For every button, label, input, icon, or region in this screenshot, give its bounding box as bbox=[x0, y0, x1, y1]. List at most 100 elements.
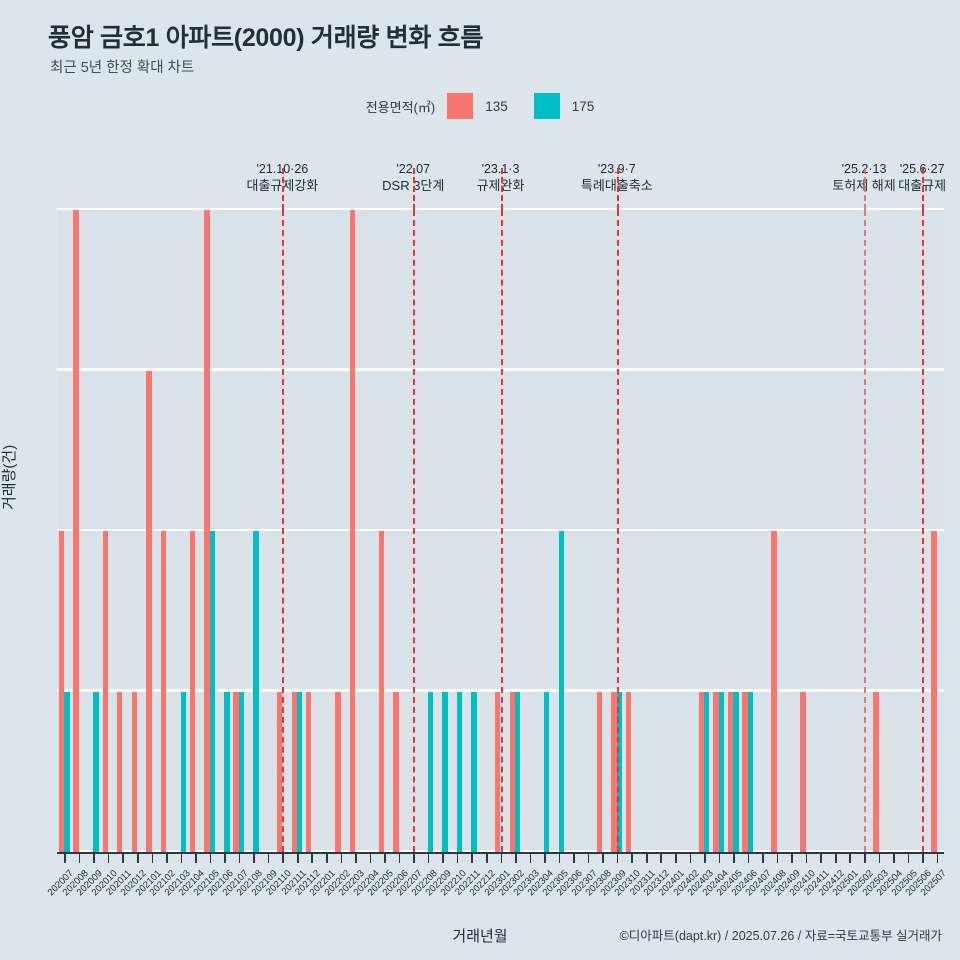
bar bbox=[713, 691, 719, 852]
bar bbox=[733, 691, 739, 852]
x-tick-mark bbox=[834, 854, 837, 863]
x-tick-mark bbox=[64, 854, 66, 863]
x-tick-mark bbox=[791, 854, 793, 863]
x-tick-mark bbox=[398, 854, 401, 863]
bar bbox=[471, 691, 477, 852]
x-tick-mark bbox=[762, 854, 764, 863]
x-tick-mark bbox=[485, 854, 488, 863]
bar bbox=[102, 531, 108, 852]
x-tick-mark bbox=[355, 854, 357, 863]
x-tick-mark bbox=[893, 854, 895, 863]
bar bbox=[189, 531, 196, 852]
annotation-text: 특례대출축소 bbox=[580, 177, 653, 193]
x-tick-mark bbox=[733, 854, 735, 863]
annotation-date: '25.6·27 bbox=[899, 162, 945, 176]
bar bbox=[742, 691, 748, 852]
annotation-line-extension bbox=[282, 168, 285, 210]
page-subtitle: 최근 5년 한정 확대 차트 bbox=[50, 60, 195, 76]
page-title: 풍암 금호1 아파트(2000) 거래량 변화 흐름 bbox=[48, 24, 484, 52]
bar bbox=[800, 691, 806, 852]
annotation-line-extension bbox=[922, 168, 925, 210]
bar bbox=[442, 691, 448, 852]
legend-title: 전용면적(㎡) bbox=[365, 99, 436, 115]
x-tick-mark bbox=[296, 854, 299, 863]
bar bbox=[209, 531, 216, 852]
x-tick-mark bbox=[340, 854, 343, 863]
x-tick-mark bbox=[820, 854, 822, 863]
x-tick-mark bbox=[195, 854, 197, 863]
x-tick-mark bbox=[907, 854, 910, 863]
x-tick-mark bbox=[442, 854, 444, 863]
bar bbox=[238, 691, 245, 852]
bar bbox=[544, 691, 550, 852]
x-tick-mark bbox=[384, 854, 386, 863]
x-axis-line bbox=[57, 852, 944, 854]
bar bbox=[253, 531, 259, 852]
annotation-line bbox=[616, 210, 619, 852]
bar bbox=[747, 691, 754, 852]
bar bbox=[224, 691, 230, 852]
x-tick-mark bbox=[936, 854, 939, 863]
annotation-date: '21.10·26 bbox=[256, 162, 309, 176]
annotation-text: 대출규제 bbox=[898, 177, 947, 193]
bar bbox=[296, 691, 303, 852]
bar bbox=[131, 691, 137, 852]
bar bbox=[704, 691, 710, 852]
x-tick-mark bbox=[209, 854, 212, 863]
bar bbox=[771, 531, 777, 852]
bar bbox=[117, 691, 123, 852]
bar bbox=[73, 210, 79, 852]
x-tick-mark bbox=[369, 854, 372, 863]
bar bbox=[625, 691, 632, 852]
plot-area bbox=[57, 207, 944, 852]
x-tick-mark bbox=[544, 854, 546, 863]
x-tick-mark bbox=[718, 854, 721, 863]
annotation-label: '25.6·27 대출규제 bbox=[852, 162, 960, 195]
x-tick-mark bbox=[922, 854, 924, 863]
bar bbox=[180, 691, 186, 852]
x-tick-mark bbox=[849, 854, 852, 863]
bar bbox=[291, 691, 297, 852]
x-tick-mark bbox=[456, 854, 459, 863]
x-tick-mark bbox=[107, 854, 110, 863]
x-tick-mark bbox=[326, 854, 328, 863]
x-tick-mark bbox=[805, 854, 808, 863]
bar bbox=[146, 370, 152, 852]
x-tick-mark bbox=[267, 854, 270, 863]
bar bbox=[204, 210, 210, 852]
legend: 전용면적(㎡) 135 175 bbox=[0, 93, 960, 119]
annotation-line bbox=[864, 210, 867, 852]
x-tick-mark bbox=[166, 854, 168, 863]
annotation-line bbox=[282, 210, 285, 852]
bar bbox=[58, 531, 65, 852]
x-tick-mark bbox=[631, 854, 633, 863]
footer-credit: ©디아파트(dapt.kr) / 2025.07.26 / 자료=국토교통부 실… bbox=[619, 929, 942, 943]
legend-swatch-135 bbox=[447, 93, 474, 119]
bar bbox=[349, 210, 356, 852]
bar bbox=[160, 531, 167, 852]
bar bbox=[64, 691, 70, 852]
annotation-line-extension bbox=[864, 168, 867, 210]
bar bbox=[515, 691, 521, 852]
x-tick-mark bbox=[311, 854, 314, 863]
x-tick-mark bbox=[427, 854, 430, 863]
y-axis-label: 거래량(건) bbox=[1, 444, 18, 510]
bar bbox=[611, 691, 617, 852]
bar bbox=[393, 691, 399, 852]
x-tick-mark bbox=[645, 854, 648, 863]
bar bbox=[558, 531, 565, 852]
bar bbox=[456, 691, 463, 852]
bar bbox=[335, 691, 341, 852]
x-tick-mark bbox=[674, 854, 677, 863]
x-tick-mark bbox=[864, 854, 866, 863]
x-tick-mark bbox=[122, 854, 125, 863]
x-tick-mark bbox=[878, 854, 881, 863]
legend-swatch-175 bbox=[533, 93, 560, 119]
annotation-text: 대출규제강화 bbox=[246, 177, 319, 193]
annotation-line bbox=[413, 210, 416, 852]
x-tick-mark bbox=[471, 854, 473, 863]
annotation-line-extension bbox=[616, 168, 619, 210]
bar bbox=[378, 531, 385, 852]
bar bbox=[698, 691, 705, 852]
x-tick-mark bbox=[78, 854, 81, 863]
